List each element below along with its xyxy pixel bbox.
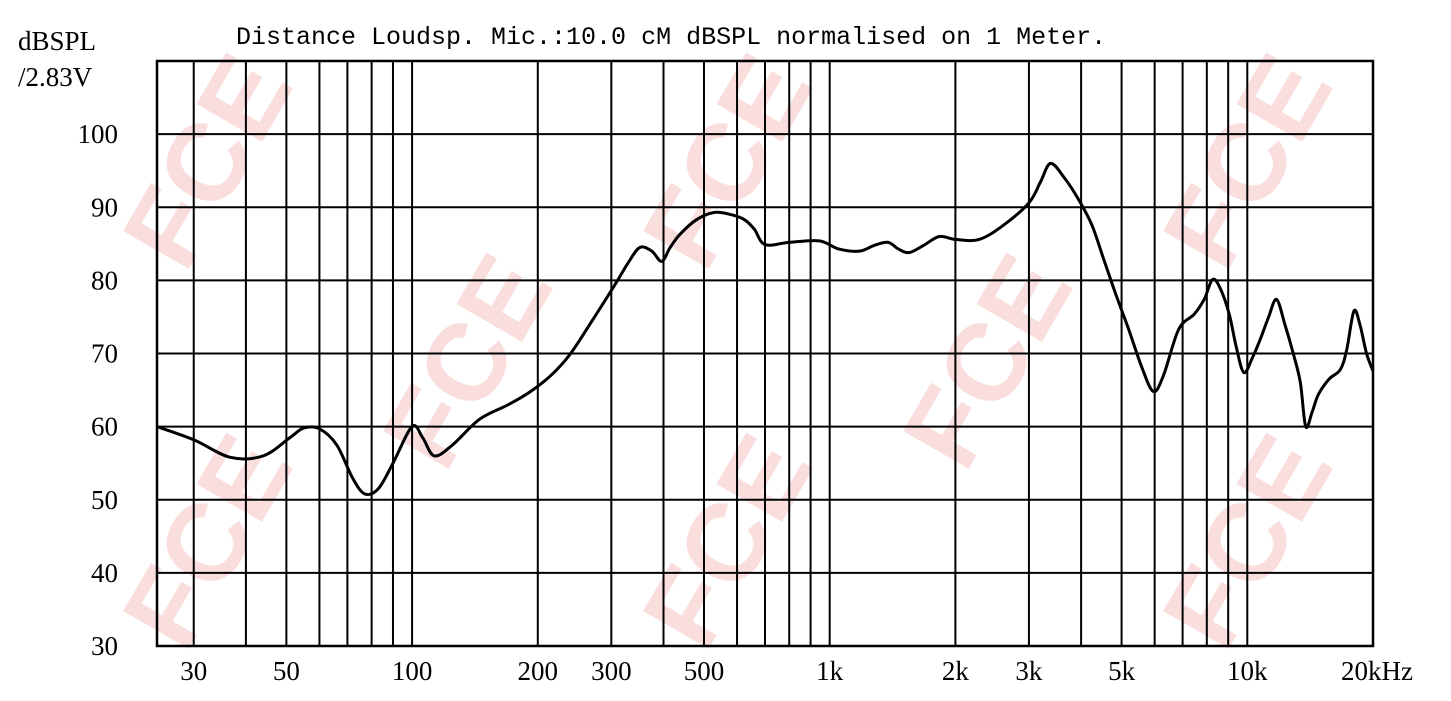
watermark-logo: FCE	[879, 235, 1096, 487]
x-tick-label: 200	[518, 656, 559, 686]
x-tick-label: 30	[180, 656, 207, 686]
watermark-logo: FCE	[99, 35, 316, 287]
y-tick-label: 80	[91, 265, 118, 295]
x-tick-label: 100	[392, 656, 433, 686]
y-axis-label-line2: /2.83V	[18, 62, 93, 92]
series-line-spl	[156, 161, 1375, 497]
y-axis-label-line1: dBSPL	[18, 26, 96, 56]
axes: 30 40 50 60 70 80 90 100 30 50 100 200 300 500 1k 2k 3k 5…	[78, 119, 1413, 686]
y-tick-label: 30	[91, 631, 118, 661]
x-tick-label: 5k	[1108, 656, 1136, 686]
x-tick-label: 3k	[1015, 656, 1043, 686]
watermark-logo: FCE	[359, 235, 576, 487]
watermark-logo: FCE	[99, 415, 316, 667]
series	[156, 161, 1375, 497]
x-tick-label: 50	[273, 656, 300, 686]
x-tick-label: 2k	[942, 656, 970, 686]
y-tick-label: 60	[91, 412, 118, 442]
x-tick-label: 1k	[816, 656, 844, 686]
y-tick-label: 70	[91, 339, 118, 369]
x-tick-label: 300	[591, 656, 632, 686]
x-tick-label: 10k	[1227, 656, 1268, 686]
x-tick-label: 500	[684, 656, 725, 686]
x-tick-label: 20kHz	[1341, 656, 1413, 686]
y-tick-label: 50	[91, 485, 118, 515]
chart-title: Distance Loudsp. Mic.:10.0 cM dBSPL norm…	[236, 23, 1106, 52]
watermark-logo: FCE	[619, 415, 836, 667]
y-tick-label: 100	[78, 119, 119, 149]
y-tick-label: 90	[91, 192, 118, 222]
y-tick-label: 40	[91, 558, 118, 588]
